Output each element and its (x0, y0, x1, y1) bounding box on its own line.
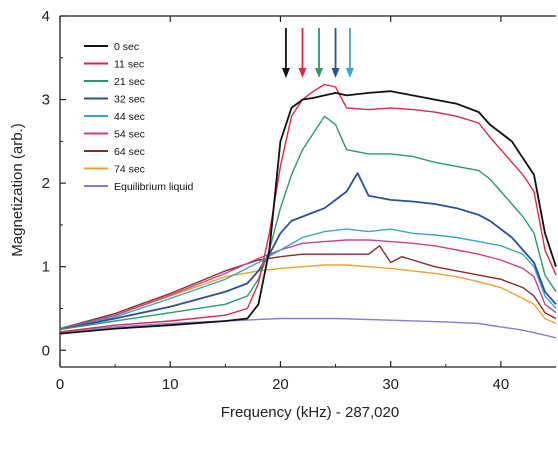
x-tick-label: 10 (162, 376, 179, 393)
y-tick-label: 4 (42, 8, 50, 25)
legend-label-7: 74 sec (114, 164, 145, 176)
series-line-2 (59, 115, 557, 331)
arrow-head-0 (281, 68, 290, 78)
x-axis-label: Frequency (kHz) - 287,020 (221, 404, 399, 421)
legend-label-1: 11 sec (114, 59, 144, 71)
y-tick-label: 3 (42, 92, 50, 109)
arrow-head-2 (315, 68, 324, 78)
legend-label-6: 64 sec (114, 146, 145, 158)
x-tick-label: 20 (272, 376, 289, 393)
series-line-8 (59, 317, 557, 339)
y-tick-label: 2 (42, 175, 50, 192)
legend: 0 sec 11 sec 21 sec 32 sec 44 sec 54 sec 64 se… (76, 34, 242, 210)
legend-label-2: 21 sec (114, 76, 145, 88)
x-tick-label: 40 (493, 376, 510, 393)
x-tick-label: 30 (382, 376, 399, 393)
y-axis-label: Magnetization (arb.) (9, 123, 26, 256)
series-line-6 (59, 245, 557, 330)
series-line-4 (59, 228, 557, 331)
x-tick-label: 0 (56, 376, 64, 393)
arrow-group (281, 28, 354, 78)
series-line-1 (59, 83, 557, 333)
arrow-head-4 (345, 68, 354, 78)
y-tick-label: 1 (42, 259, 50, 276)
series-line-3 (59, 172, 557, 331)
arrow-head-1 (298, 68, 307, 78)
legend-label-4: 44 sec (114, 111, 145, 123)
series-line-5 (59, 239, 557, 330)
legend-label-3: 32 sec (114, 94, 145, 106)
series-group (59, 83, 557, 339)
axes: 0 10 20 30 40 0 1 2 3 4 (42, 8, 556, 393)
legend-label-8: Equilibrium liquid (114, 181, 194, 193)
series-line-7 (59, 264, 557, 331)
legend-label-5: 54 sec (114, 129, 145, 141)
arrow-head-3 (331, 68, 340, 78)
series-line-0 (59, 90, 557, 335)
y-tick-label: 0 (42, 342, 50, 359)
legend-label-0: 0 sec (114, 41, 139, 53)
